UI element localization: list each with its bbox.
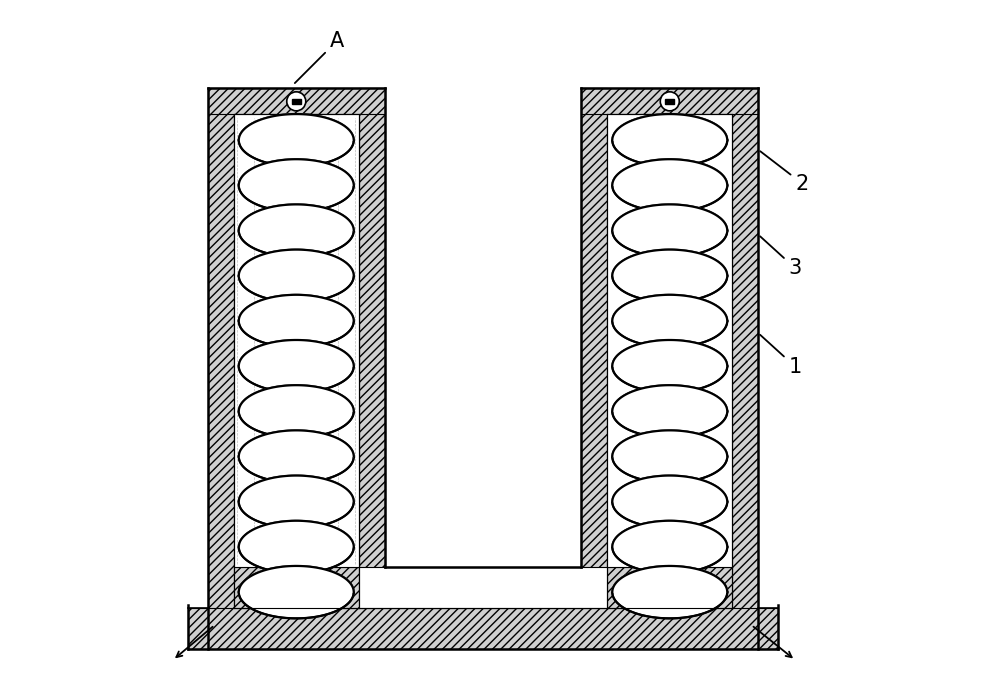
Bar [234, 114, 359, 567]
Polygon shape [239, 249, 354, 302]
Polygon shape [612, 159, 727, 186]
Bar [292, 99, 301, 104]
Text: 2: 2 [760, 151, 809, 193]
Polygon shape [612, 430, 727, 483]
Bar [665, 99, 674, 104]
Text: 1: 1 [760, 335, 802, 377]
Polygon shape [612, 430, 727, 457]
Polygon shape [612, 475, 727, 502]
Text: 3: 3 [760, 236, 802, 279]
Polygon shape [612, 159, 727, 211]
Polygon shape [612, 114, 727, 140]
Bar [581, 89, 758, 114]
Polygon shape [239, 114, 354, 140]
Bar [581, 89, 607, 618]
Polygon shape [612, 114, 727, 166]
Polygon shape [239, 430, 354, 457]
Polygon shape [239, 385, 354, 412]
Bar [607, 114, 732, 567]
Polygon shape [612, 249, 727, 302]
Polygon shape [612, 204, 727, 231]
Polygon shape [612, 340, 727, 392]
Polygon shape [612, 295, 727, 347]
Bar [234, 567, 359, 608]
Polygon shape [239, 249, 354, 276]
Polygon shape [239, 566, 354, 592]
Polygon shape [239, 295, 354, 321]
Polygon shape [612, 566, 727, 592]
Polygon shape [239, 340, 354, 392]
Bar [208, 89, 234, 618]
Polygon shape [239, 204, 354, 257]
Bar [208, 89, 385, 114]
Polygon shape [239, 159, 354, 186]
Polygon shape [612, 520, 727, 547]
Polygon shape [239, 340, 354, 366]
Bar [359, 89, 385, 618]
Polygon shape [239, 295, 354, 347]
Circle shape [660, 92, 679, 111]
Bar [359, 567, 607, 608]
Polygon shape [612, 385, 727, 437]
Polygon shape [239, 159, 354, 211]
Polygon shape [239, 566, 354, 618]
Polygon shape [612, 204, 727, 257]
Polygon shape [612, 566, 727, 618]
Polygon shape [239, 475, 354, 502]
Polygon shape [612, 295, 727, 321]
Polygon shape [239, 520, 354, 547]
Polygon shape [239, 385, 354, 437]
Bar [607, 567, 732, 608]
Polygon shape [239, 520, 354, 573]
Polygon shape [239, 204, 354, 231]
Polygon shape [612, 475, 727, 528]
Polygon shape [239, 475, 354, 528]
Polygon shape [612, 249, 727, 276]
Text: A: A [295, 31, 344, 83]
Bar [732, 89, 758, 618]
Polygon shape [612, 385, 727, 412]
Circle shape [287, 92, 306, 111]
Polygon shape [239, 114, 354, 166]
Bar [188, 608, 778, 649]
Polygon shape [239, 430, 354, 483]
Polygon shape [612, 520, 727, 573]
Polygon shape [612, 340, 727, 366]
